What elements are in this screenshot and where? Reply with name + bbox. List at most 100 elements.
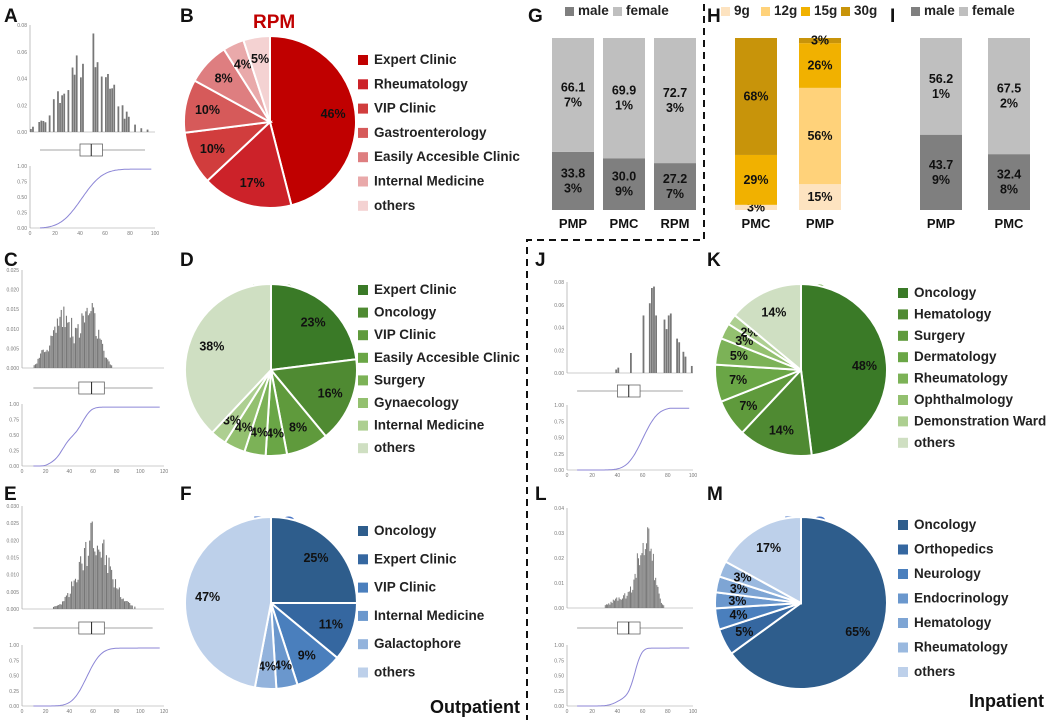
cdf-y-tick: 1.00 xyxy=(9,643,19,649)
hist-bar xyxy=(134,606,136,609)
hist-bar xyxy=(93,307,95,368)
panel-label-j: J xyxy=(535,250,546,271)
hist-bar xyxy=(78,337,80,368)
cdf-x-tick: 80 xyxy=(114,469,120,475)
hist-bar xyxy=(644,549,646,608)
legend-label: Orthopedics xyxy=(914,542,994,557)
hist-y-tick: 0.02 xyxy=(554,556,564,562)
pie-slice xyxy=(730,515,888,690)
hist-bar xyxy=(45,351,47,368)
legend-label: Demonstration Ward xyxy=(914,413,1046,428)
hist-y-tick: 0.025 xyxy=(6,521,19,527)
hist-bar xyxy=(76,328,78,368)
hist-bar xyxy=(612,599,614,608)
hist-y-tick: 0.025 xyxy=(6,268,19,274)
hist-bar xyxy=(682,351,685,373)
cdf-x-tick: 20 xyxy=(52,231,58,237)
hist-bar xyxy=(663,605,665,608)
cdf-y-tick: 0.25 xyxy=(554,452,564,458)
hist-bar xyxy=(99,551,101,609)
bar-segment xyxy=(988,38,1030,155)
legend-swatch xyxy=(613,7,622,16)
hist-y-tick: 0.005 xyxy=(6,590,19,596)
hist-bar xyxy=(41,350,43,368)
hist-bar xyxy=(617,367,620,373)
cdf-x-tick: 100 xyxy=(136,469,145,475)
bar-segment xyxy=(735,204,777,210)
pie-slice xyxy=(205,120,293,209)
hist-bar xyxy=(633,579,635,608)
bar-value-label: 66.1 xyxy=(561,80,585,94)
bar-value-label: 56% xyxy=(807,129,832,143)
hist-bar xyxy=(123,601,126,609)
histogram-panel-a: 0.08 0.06 0.04 0.02 0.00 1.00 0.75 0.50 0.25 0.00… xyxy=(17,23,159,237)
hist-bar xyxy=(648,528,650,608)
legend-swatch xyxy=(898,330,908,341)
cdf-y-tick: 0.50 xyxy=(9,674,19,680)
cdf-x-tick: 80 xyxy=(114,709,120,715)
bar-segment xyxy=(654,38,696,164)
legend-swatch xyxy=(358,667,368,678)
legend-swatch xyxy=(911,7,920,16)
bar-segment xyxy=(799,184,841,210)
pie-slice xyxy=(184,515,272,689)
hist-bar xyxy=(65,315,67,368)
bar-value-label: 2% xyxy=(1000,97,1018,111)
hist-bar xyxy=(86,307,88,368)
hist-bar xyxy=(615,369,618,373)
x-tick-label: RPM xyxy=(661,216,690,231)
hist-bar xyxy=(640,555,642,608)
pie-value-label: 4% xyxy=(234,57,252,71)
legend-label: Oncology xyxy=(914,285,977,300)
legend-swatch xyxy=(358,639,368,650)
hist-bar xyxy=(82,63,84,132)
legend-label: Surgery xyxy=(914,328,966,343)
legend-swatch xyxy=(898,544,908,555)
hist-bar xyxy=(631,592,633,608)
hist-bar xyxy=(68,322,70,368)
hist-y-tick: 0.02 xyxy=(17,103,27,109)
bar-segment xyxy=(654,163,696,210)
hist-bar xyxy=(102,543,104,609)
cdf-x-tick: 60 xyxy=(640,473,646,479)
hist-bar xyxy=(125,111,128,132)
legend-label: 9g xyxy=(734,3,750,18)
hist-bar xyxy=(660,602,662,608)
bar-segment xyxy=(603,38,645,159)
legend-label: Internal Medicine xyxy=(374,608,485,623)
hist-bar xyxy=(112,579,114,609)
pie-value-label: 4% xyxy=(250,426,268,440)
hist-bar xyxy=(54,606,56,609)
cdf-x-tick: 20 xyxy=(43,469,49,475)
hist-bar xyxy=(618,597,620,608)
hist-bar xyxy=(74,578,77,609)
hist-bar xyxy=(52,606,55,609)
cdf-x-tick: 20 xyxy=(589,473,595,479)
bar-value-label: 72.7 xyxy=(663,86,687,100)
hist-bar xyxy=(662,604,664,608)
hist-y-tick: 0.01 xyxy=(554,581,564,587)
pie-value-label: 23% xyxy=(301,315,326,329)
panel-label-l: L xyxy=(535,484,547,505)
hist-bar xyxy=(94,313,96,368)
legend-swatch xyxy=(358,200,368,211)
pie-slice xyxy=(269,34,357,207)
cdf-curve xyxy=(40,168,152,229)
hist-bar xyxy=(90,311,92,368)
pie-value-label: 4% xyxy=(274,659,292,673)
pie-slice xyxy=(800,282,888,457)
hist-bar xyxy=(130,605,132,609)
hist-bar xyxy=(72,586,74,609)
legend-swatch xyxy=(358,127,368,138)
bar-value-label: 7% xyxy=(564,95,582,109)
hist-bar xyxy=(98,329,100,368)
hist-bar xyxy=(107,359,109,368)
hist-bar xyxy=(146,129,149,132)
legend-label: Gastroenterology xyxy=(374,125,487,140)
hist-bar xyxy=(87,315,89,368)
hist-bar xyxy=(69,593,71,609)
hist-bar xyxy=(80,77,82,132)
hist-bar xyxy=(111,365,113,368)
hist-bar xyxy=(140,128,143,132)
